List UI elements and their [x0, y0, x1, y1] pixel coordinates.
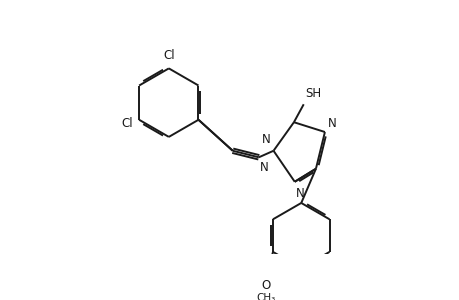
- Text: N: N: [296, 187, 304, 200]
- Text: CH₃: CH₃: [256, 293, 275, 300]
- Text: N: N: [327, 117, 336, 130]
- Text: Cl: Cl: [162, 49, 174, 62]
- Text: N: N: [259, 160, 268, 174]
- Text: Cl: Cl: [121, 116, 132, 130]
- Text: SH: SH: [305, 87, 321, 100]
- Text: O: O: [261, 279, 270, 292]
- Text: N: N: [261, 133, 270, 146]
